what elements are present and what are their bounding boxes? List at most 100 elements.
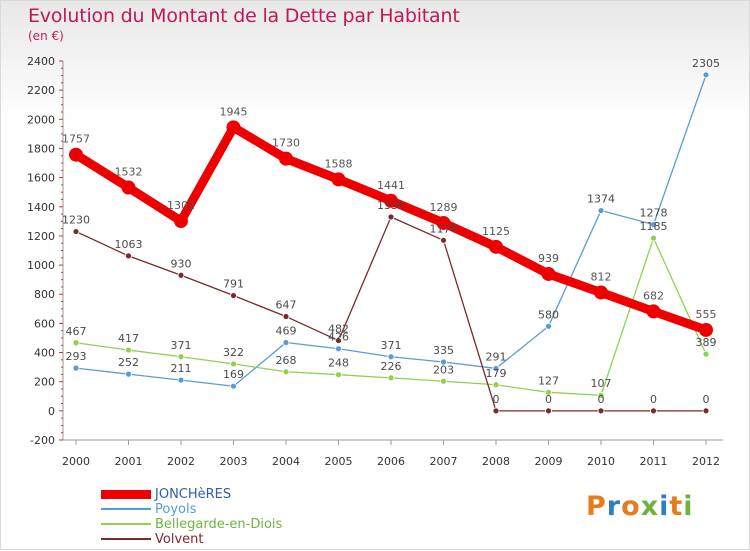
data-point-poyols bbox=[440, 358, 447, 366]
data-label-jonch-res: 1302 bbox=[167, 199, 195, 212]
x-tick-label: 2004 bbox=[272, 455, 300, 468]
data-point-volvent bbox=[72, 228, 80, 235]
data-label-bellegarde-en-diois: 322 bbox=[223, 346, 244, 359]
x-tick-label: 2009 bbox=[535, 455, 563, 468]
data-label-volvent: 0 bbox=[545, 393, 552, 406]
data-point-bellegarde-en-diois bbox=[492, 381, 500, 389]
x-tick-label: 2003 bbox=[220, 455, 248, 468]
data-point-bellegarde-en-diois bbox=[335, 371, 342, 379]
logo-letter: i bbox=[683, 491, 694, 522]
y-tick-label: 1400 bbox=[27, 201, 55, 214]
data-point-volvent bbox=[230, 292, 237, 299]
data-point-poyols bbox=[230, 382, 237, 390]
data-point-jonch-res bbox=[489, 239, 503, 254]
data-label-poyols: 1278 bbox=[640, 207, 668, 220]
y-tick-label: -200 bbox=[30, 434, 55, 447]
y-tick-label: 400 bbox=[34, 347, 55, 360]
data-point-volvent bbox=[387, 213, 395, 221]
data-point-jonch-res bbox=[436, 215, 451, 230]
y-tick-label: 800 bbox=[34, 288, 55, 301]
data-label-poyols: 2305 bbox=[692, 57, 720, 70]
logo-letter: x bbox=[640, 491, 660, 522]
data-point-jonch-res bbox=[646, 304, 661, 319]
data-point-jonch-res bbox=[226, 120, 241, 135]
chart-subtitle: (en €) bbox=[28, 29, 64, 43]
y-tick-label: 1600 bbox=[27, 172, 55, 185]
legend-swatch-poyols bbox=[101, 508, 151, 510]
data-point-bellegarde-en-diois bbox=[72, 339, 80, 347]
data-point-bellegarde-en-diois bbox=[597, 391, 605, 399]
data-point-poyols bbox=[72, 364, 80, 372]
data-point-volvent bbox=[177, 271, 185, 279]
data-label-poyols: 252 bbox=[118, 356, 139, 369]
data-label-poyols: 426 bbox=[328, 331, 349, 344]
data-point-bellegarde-en-diois bbox=[387, 374, 395, 382]
data-label-jonch-res: 1945 bbox=[220, 105, 248, 118]
y-tick-label: 2400 bbox=[27, 55, 55, 68]
logo-letter: r bbox=[606, 491, 622, 522]
chart-title: Evolution du Montant de la Dette par Hab… bbox=[28, 5, 460, 27]
data-point-poyols bbox=[282, 339, 290, 346]
data-label-volvent: 791 bbox=[223, 278, 244, 291]
data-label-volvent: 0 bbox=[703, 393, 710, 406]
data-label-poyols: 293 bbox=[66, 350, 87, 363]
data-label-volvent: 930 bbox=[171, 257, 192, 270]
data-point-bellegarde-en-diois bbox=[230, 360, 237, 368]
y-tick-label: 2000 bbox=[27, 113, 55, 126]
data-point-jonch-res bbox=[594, 285, 608, 300]
legend-label-poyols: Poyols bbox=[155, 502, 197, 517]
legend-label-jonch-res: JONCHèRES bbox=[155, 487, 232, 502]
data-point-poyols bbox=[125, 370, 132, 378]
y-tick-label: 1800 bbox=[27, 142, 55, 155]
logo-letter: t bbox=[669, 491, 684, 522]
x-tick-label: 2011 bbox=[640, 455, 668, 468]
logo-letter: P bbox=[586, 491, 607, 522]
data-point-bellegarde-en-diois bbox=[650, 234, 657, 242]
x-tick-label: 2000 bbox=[62, 455, 90, 468]
x-tick-label: 2010 bbox=[587, 455, 615, 468]
data-point-jonch-res bbox=[121, 180, 136, 195]
data-label-jonch-res: 812 bbox=[591, 270, 612, 283]
data-point-poyols bbox=[702, 71, 710, 79]
legend-swatch-jonch-res bbox=[101, 490, 151, 499]
legend-label-bellegarde-en-diois: Bellegarde-en-Diois bbox=[155, 517, 283, 532]
series-layer bbox=[69, 71, 713, 415]
data-label-jonch-res: 1588 bbox=[325, 157, 353, 170]
data-label-volvent: 647 bbox=[276, 299, 297, 312]
data-point-bellegarde-en-diois bbox=[545, 388, 552, 396]
data-label-jonch-res: 1125 bbox=[482, 225, 510, 238]
data-label-volvent: 0 bbox=[598, 393, 605, 406]
data-label-bellegarde-en-diois: 1185 bbox=[640, 220, 668, 233]
data-label-bellegarde-en-diois: 203 bbox=[433, 363, 454, 376]
data-label-bellegarde-en-diois: 179 bbox=[486, 367, 507, 380]
data-point-volvent bbox=[335, 337, 342, 344]
data-point-jonch-res bbox=[541, 266, 556, 281]
data-point-volvent bbox=[440, 236, 447, 244]
data-label-jonch-res: 1730 bbox=[272, 137, 300, 150]
data-label-jonch-res: 1441 bbox=[377, 179, 405, 192]
data-label-poyols: 371 bbox=[381, 339, 402, 352]
data-point-volvent bbox=[650, 407, 657, 415]
data-point-bellegarde-en-diois bbox=[702, 350, 710, 358]
data-point-poyols bbox=[545, 322, 552, 330]
data-label-bellegarde-en-diois: 107 bbox=[591, 377, 612, 390]
data-label-poyols: 169 bbox=[223, 368, 244, 381]
data-point-bellegarde-en-diois bbox=[125, 346, 132, 354]
data-label-poyols: 291 bbox=[486, 350, 507, 363]
data-label-bellegarde-en-diois: 226 bbox=[381, 360, 402, 373]
x-tick-label: 2007 bbox=[430, 455, 458, 468]
proxiti-logo: Proxiti bbox=[586, 491, 694, 522]
axes-layer: -200020040060080010001200140016001800200… bbox=[27, 55, 723, 468]
data-point-volvent bbox=[702, 407, 710, 415]
x-tick-label: 2012 bbox=[692, 455, 720, 468]
data-point-bellegarde-en-diois bbox=[282, 368, 290, 376]
data-point-volvent bbox=[282, 313, 290, 320]
data-label-layer: 293 252 211 169 469 426 371 335 291 580 1374 1278 23… bbox=[62, 57, 720, 406]
data-point-jonch-res bbox=[699, 322, 713, 337]
y-tick-label: 2200 bbox=[27, 84, 55, 97]
data-point-poyols bbox=[335, 345, 342, 353]
data-point-jonch-res bbox=[174, 214, 188, 229]
data-point-bellegarde-en-diois bbox=[440, 377, 447, 385]
legend-swatch-bellegarde-en-diois bbox=[101, 523, 151, 525]
